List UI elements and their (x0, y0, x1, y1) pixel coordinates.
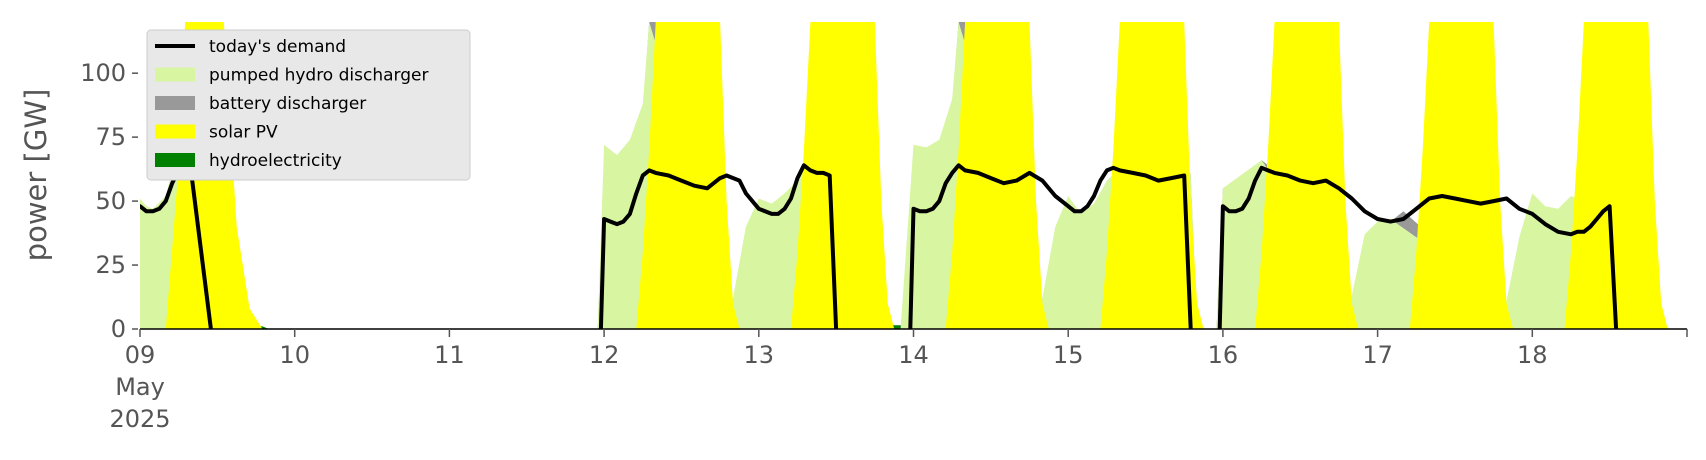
y-tick-label: 0 (111, 315, 126, 343)
x-tick-label: 16 (1208, 341, 1239, 369)
legend-label: pumped hydro discharger (209, 66, 428, 86)
y-axis-title: power [GW] (19, 89, 53, 262)
x-tick-label: 12 (589, 341, 620, 369)
legend-entry-pumped-hydro-discharger: pumped hydro discharger (155, 66, 428, 86)
x-tick-label: 10 (279, 341, 310, 369)
y-tick-label: 50 (95, 187, 126, 215)
x-tick-label: 17 (1362, 341, 1393, 369)
legend-label: today's demand (209, 37, 346, 57)
legend-entry-today-s-demand: today's demand (155, 37, 346, 57)
area-series-group (140, 22, 1668, 329)
x-tick-sublabel: 2025 (109, 405, 170, 433)
x-tick-sublabel: May (115, 373, 165, 401)
y-tick-label: 25 (95, 251, 126, 279)
legend-entry-hydroelectricity: hydroelectricity (155, 151, 342, 171)
legend: today's demand pumped hydro discharger bat… (146, 29, 471, 181)
y-tick-label: 100 (80, 59, 126, 87)
x-tick-label: 18 (1517, 341, 1548, 369)
legend-label: hydroelectricity (209, 151, 342, 171)
legend-swatch (155, 124, 195, 139)
axes-group: 0 25 50 75 100 09 May 2025 10 11 12 13 14 15 16 17 18 (80, 59, 1688, 433)
legend-swatch (155, 96, 195, 110)
line-series-group (140, 163, 1619, 329)
area-pumped-hydro-discharger (140, 22, 1623, 329)
x-tick-label: 13 (744, 341, 775, 369)
legend-entry-solar-pv: solar PV (155, 123, 278, 143)
x-tick-label: 09 (125, 341, 156, 369)
line-today-s-demand-segment-4 (1217, 165, 1619, 329)
legend-swatch (155, 67, 195, 82)
legend-swatch (155, 153, 195, 167)
x-tick-label: 15 (1053, 341, 1084, 369)
legend-label: battery discharger (209, 94, 366, 114)
line-today-s-demand-segment-3 (908, 163, 1193, 329)
x-tick-label: 14 (898, 341, 929, 369)
line-today-s-demand-segment-2 (598, 163, 839, 329)
y-tick-label: 75 (95, 123, 126, 151)
legend-entry-battery-discharger: battery discharger (155, 94, 366, 114)
legend-box (146, 29, 471, 181)
legend-label: solar PV (209, 123, 278, 143)
x-tick-label: 11 (434, 341, 465, 369)
area-solar-pv (165, 22, 1668, 329)
